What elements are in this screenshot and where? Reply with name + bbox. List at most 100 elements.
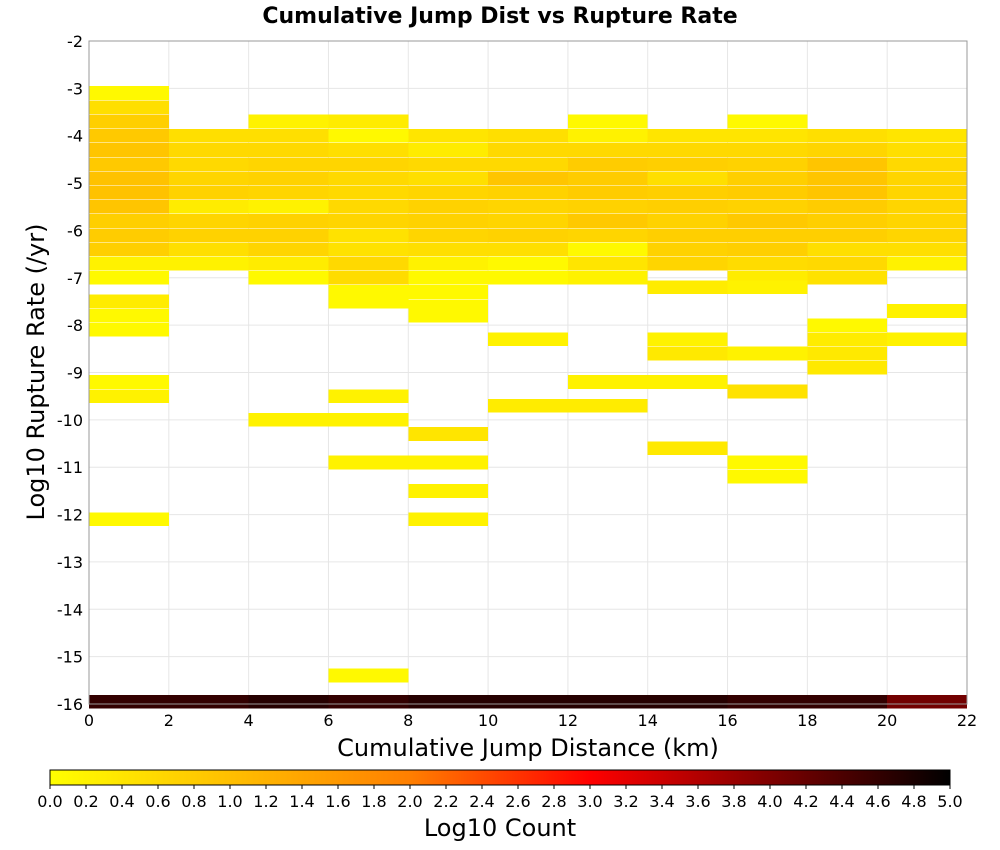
heatmap-cells	[89, 86, 967, 709]
y-axis-label: Log10 Rupture Rate (/yr)	[22, 224, 50, 521]
heatmap-cell	[807, 242, 888, 257]
heatmap-cell	[727, 214, 808, 228]
heatmap-cell	[168, 214, 249, 228]
heatmap-cell	[647, 185, 728, 200]
heatmap-cell	[807, 157, 888, 171]
heatmap-cell	[488, 157, 568, 171]
heatmap-cell	[89, 294, 169, 309]
y-tick-label: -15	[57, 648, 83, 667]
heatmap-cell	[89, 389, 169, 404]
colorbar-tick-label: 4.2	[793, 792, 818, 811]
y-tick-label: -3	[67, 79, 83, 98]
colorbar	[49, 769, 951, 786]
heatmap-cell	[168, 228, 249, 243]
heatmap-cell	[328, 143, 409, 157]
heatmap-cell	[647, 242, 728, 257]
heatmap-cell	[727, 384, 808, 399]
heatmap-cell	[727, 256, 808, 271]
heatmap-cell	[328, 114, 409, 129]
heatmap-cell	[727, 455, 808, 470]
y-tick-label: -11	[57, 458, 83, 477]
heatmap-cell	[248, 694, 329, 709]
colorbar-tick-label: 2.4	[469, 792, 494, 811]
heatmap-cell	[488, 228, 568, 243]
heatmap-cell	[647, 346, 728, 361]
heatmap-cell	[89, 256, 169, 271]
heatmap-cell	[248, 128, 329, 143]
heatmap-cell	[567, 270, 648, 285]
heatmap-cell	[408, 455, 489, 470]
heatmap-cell	[488, 128, 568, 143]
heatmap-cell	[328, 668, 409, 683]
heatmap-cell	[647, 256, 728, 271]
heatmap-cell	[328, 228, 409, 243]
heatmap-cell	[408, 285, 489, 299]
heatmap-cell	[727, 171, 808, 186]
heatmap-cell	[248, 143, 329, 157]
heatmap-cell	[408, 171, 489, 186]
heatmap-cell	[328, 128, 409, 143]
heatmap-cell	[89, 157, 169, 171]
heatmap-cell	[567, 214, 648, 228]
y-tick-label: -2	[67, 32, 83, 51]
colorbar-tick-label: 1.4	[289, 792, 314, 811]
heatmap-cell	[89, 114, 169, 129]
heatmap-cell	[248, 171, 329, 186]
heatmap-cell	[89, 185, 169, 200]
heatmap-cell	[408, 512, 489, 527]
heatmap-cell	[727, 143, 808, 157]
x-tick-label: 18	[797, 711, 817, 730]
colorbar-tick-label: 4.6	[865, 792, 890, 811]
heatmap-cell	[727, 242, 808, 257]
heatmap-cell	[567, 199, 648, 214]
heatmap-cell	[408, 694, 489, 709]
x-tick-label: 6	[323, 711, 333, 730]
heatmap-cell	[488, 256, 568, 271]
y-tick-label: -14	[57, 600, 83, 619]
y-tick-label: -13	[57, 553, 83, 572]
heatmap-cell	[89, 228, 169, 243]
heatmap-cell	[408, 308, 489, 323]
colorbar-tick-label: 2.8	[541, 792, 566, 811]
y-tick-label: -7	[67, 269, 83, 288]
heatmap-cell	[647, 199, 728, 214]
heatmap-cell	[328, 389, 409, 404]
heatmap-cell	[567, 694, 648, 709]
heatmap-cell	[647, 694, 728, 709]
heatmap-cell	[248, 114, 329, 129]
y-tick-label: -4	[67, 127, 83, 146]
heatmap-cell	[727, 694, 808, 709]
x-tick-label: 12	[558, 711, 578, 730]
heatmap-cell	[807, 256, 888, 271]
heatmap-cell	[647, 441, 728, 456]
heatmap-cell	[328, 455, 409, 470]
heatmap-cell	[727, 199, 808, 214]
heatmap-cell	[567, 114, 648, 129]
heatmap-cell	[89, 270, 169, 285]
heatmap-cell	[89, 214, 169, 228]
heatmap-cell	[408, 199, 489, 214]
heatmap-cell	[727, 469, 808, 484]
chart-title: Cumulative Jump Dist vs Rupture Rate	[262, 4, 737, 29]
colorbar-tick-label: 1.0	[217, 792, 242, 811]
y-axis-ticks: -2 -3 -4 -5 -6 -7 -8 -9 -10 -11 -12 -13 -14 -15 -16	[57, 32, 83, 714]
heatmap-cell	[89, 512, 169, 527]
heatmap-cell	[408, 185, 489, 200]
x-tick-label: 2	[164, 711, 174, 730]
y-tick-label: -5	[67, 174, 83, 193]
heatmap-cell	[647, 128, 728, 143]
heatmap-cell	[807, 346, 888, 361]
heatmap-cell	[488, 199, 568, 214]
heatmap-cell	[887, 199, 967, 214]
heatmap-cell	[168, 199, 249, 214]
x-tick-label: 20	[877, 711, 897, 730]
heatmap-cell	[807, 318, 888, 333]
heatmap-cell	[89, 694, 169, 709]
heatmap-cell	[807, 143, 888, 157]
colorbar-tick-label: 2.0	[397, 792, 422, 811]
heatmap-cell	[567, 398, 648, 413]
heatmap-cell	[647, 157, 728, 171]
heatmap-cell	[408, 128, 489, 143]
x-tick-label: 22	[957, 711, 977, 730]
heatmap-cell	[328, 171, 409, 186]
